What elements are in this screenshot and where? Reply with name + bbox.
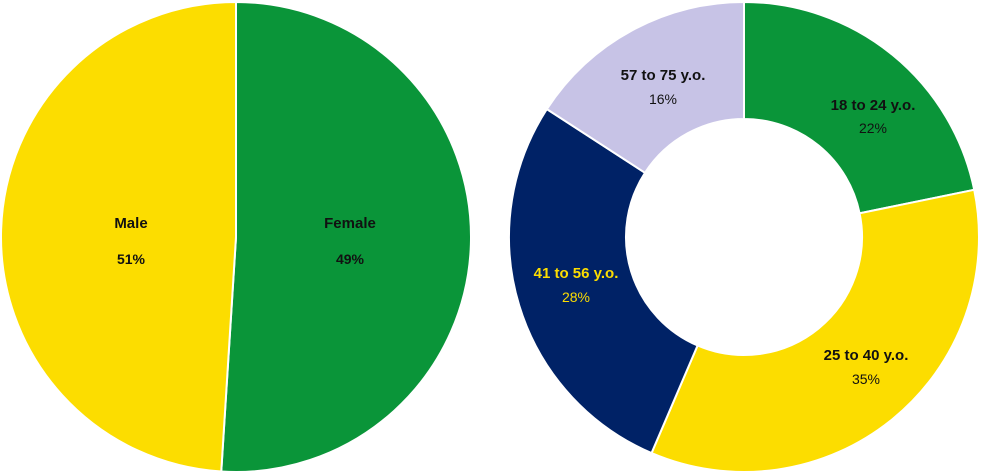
- slice-label-57-75: 57 to 75 y.o.: [621, 67, 706, 84]
- slice-label-male: Male: [114, 215, 147, 232]
- slice-value-18-24: 22%: [859, 120, 887, 136]
- slice-value-male: 51%: [117, 251, 146, 267]
- pie-slice-female: [0, 0, 237, 473]
- pie-slice-male: [220, 0, 473, 473]
- donut-slice-18-24: [743, 0, 976, 215]
- donut-slice-25-40: [650, 188, 980, 473]
- slice-label-25-40: 25 to 40 y.o.: [824, 347, 909, 364]
- donut-slice-41-56: [508, 107, 699, 455]
- slice-value-female: 49%: [336, 251, 365, 267]
- age-donut-chart: 18 to 24 y.o. 22% 25 to 40 y.o. 35% 41 to 56…: [508, 0, 980, 473]
- gender-pie-chart: Male 51% Female 49%: [0, 0, 473, 473]
- slice-label-female: Female: [324, 215, 376, 232]
- slice-value-57-75: 16%: [649, 91, 677, 107]
- slice-label-41-56: 41 to 56 y.o.: [534, 265, 619, 282]
- slice-value-41-56: 28%: [562, 289, 590, 305]
- slice-label-18-24: 18 to 24 y.o.: [831, 97, 916, 114]
- donut-slice-57-75: [545, 0, 745, 175]
- slice-value-25-40: 35%: [852, 371, 880, 387]
